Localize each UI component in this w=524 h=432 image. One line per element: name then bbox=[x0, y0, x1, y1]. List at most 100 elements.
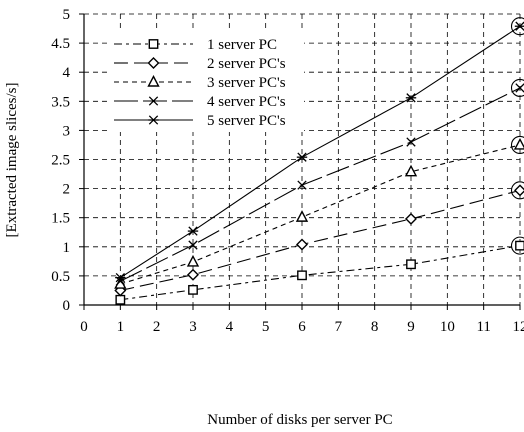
x-tick-label: 7 bbox=[335, 319, 343, 335]
x-tick-label: 5 bbox=[262, 319, 270, 335]
y-tick-label: 4.5 bbox=[51, 36, 70, 52]
x-marker-stroke bbox=[406, 137, 416, 147]
x-tick-label: 1 bbox=[117, 319, 125, 335]
highlight-circle bbox=[510, 181, 524, 200]
x-tick-label: 12 bbox=[513, 319, 524, 335]
data-point bbox=[115, 294, 126, 305]
data-point bbox=[405, 212, 417, 225]
y-tick-label: 1 bbox=[63, 240, 71, 256]
series-line bbox=[120, 189, 521, 291]
series-4 bbox=[115, 78, 524, 286]
legend-label: 3 server PC's bbox=[207, 75, 286, 91]
x-axis-label: Number of disks per server PC bbox=[207, 412, 392, 428]
data-point bbox=[515, 240, 524, 251]
y-tick-label: 3.5 bbox=[51, 94, 70, 110]
diamond-marker bbox=[514, 184, 524, 197]
data-point bbox=[406, 137, 416, 147]
series-5 bbox=[115, 17, 524, 283]
legend-label: 1 server PC bbox=[207, 37, 277, 53]
x-tick-label: 3 bbox=[189, 319, 197, 335]
square-marker bbox=[515, 240, 524, 251]
y-tick-label: 2.5 bbox=[51, 153, 70, 169]
highlight-circle bbox=[510, 135, 524, 154]
axes bbox=[79, 13, 521, 310]
y-axis-label: [Extracted image slices/s] bbox=[4, 83, 20, 238]
x-marker-stroke bbox=[188, 240, 198, 250]
triangle-marker bbox=[513, 137, 524, 150]
y-tick-labels: 0 0.5 1 1.5 2 2.5 3 3.5 4 4.5 5 bbox=[51, 7, 70, 314]
legend-label: 4 server PC's bbox=[207, 94, 286, 110]
x-tick-label: 6 bbox=[298, 319, 306, 335]
diamond-marker bbox=[187, 268, 199, 281]
legend-marker bbox=[147, 57, 160, 69]
data-point bbox=[297, 270, 307, 281]
square-marker bbox=[297, 270, 307, 281]
data-point bbox=[115, 272, 126, 283]
highlight-circle bbox=[510, 236, 524, 255]
data-point bbox=[188, 284, 198, 295]
series-group bbox=[114, 17, 524, 305]
diamond-marker bbox=[405, 212, 417, 225]
x-tick-label: 0 bbox=[80, 319, 88, 335]
data-point bbox=[187, 268, 199, 281]
data-point bbox=[514, 184, 524, 197]
legend-marker bbox=[148, 96, 159, 106]
data-point bbox=[296, 152, 308, 162]
data-point bbox=[405, 93, 417, 103]
y-tick-label: 0 bbox=[63, 298, 71, 314]
diamond-marker bbox=[147, 57, 160, 69]
legend-marker bbox=[148, 115, 159, 125]
data-point bbox=[188, 240, 198, 250]
triangle-marker bbox=[404, 164, 418, 177]
x-tick-label: 11 bbox=[476, 319, 490, 335]
data-point bbox=[404, 164, 418, 177]
square-marker bbox=[188, 284, 198, 295]
x-marker-stroke bbox=[297, 180, 307, 190]
legend-entry: 5 server PC's bbox=[114, 113, 286, 129]
data-point bbox=[187, 226, 199, 236]
diamond-marker bbox=[296, 238, 308, 251]
x-tick-labels: 0 1 2 3 4 5 6 7 8 9 10 11 12 bbox=[80, 319, 524, 335]
y-tick-label: 3 bbox=[63, 123, 71, 139]
square-marker bbox=[406, 259, 416, 270]
legend-entry: 2 server PC's bbox=[114, 56, 286, 72]
series-1 bbox=[115, 236, 524, 305]
legend-background bbox=[108, 30, 304, 132]
x-marker-stroke bbox=[515, 83, 524, 93]
highlight-circle bbox=[510, 17, 524, 36]
y-tick-label: 4 bbox=[63, 65, 71, 81]
triangle-marker bbox=[147, 74, 160, 87]
legend-entry: 1 server PC bbox=[114, 37, 277, 53]
legend-label: 2 server PC's bbox=[207, 56, 286, 72]
x-tick-label: 9 bbox=[407, 319, 415, 335]
x-marker-stroke bbox=[115, 276, 125, 286]
data-point bbox=[295, 210, 309, 222]
y-tick-label: 1.5 bbox=[51, 211, 70, 227]
data-point bbox=[297, 180, 307, 190]
legend-marker bbox=[147, 74, 160, 87]
data-point bbox=[514, 21, 524, 31]
triangle-marker bbox=[186, 254, 200, 267]
series-2 bbox=[114, 181, 524, 297]
data-point bbox=[115, 276, 125, 286]
x-marker-stroke bbox=[148, 96, 159, 106]
data-point bbox=[513, 137, 524, 150]
y-tick-label: 5 bbox=[63, 7, 71, 23]
data-point bbox=[406, 259, 416, 270]
data-point bbox=[296, 238, 308, 251]
square-marker bbox=[148, 39, 159, 49]
square-marker bbox=[115, 294, 126, 305]
series-line bbox=[120, 245, 521, 301]
data-point bbox=[515, 83, 524, 93]
highlight-circle bbox=[510, 78, 524, 97]
y-tick-label: 2 bbox=[63, 182, 71, 198]
y-tick-label: 0.5 bbox=[51, 269, 70, 285]
legend-entry: 3 server PC's bbox=[114, 74, 286, 91]
data-point bbox=[186, 254, 200, 267]
x-tick-label: 8 bbox=[371, 319, 379, 335]
legend-label: 5 server PC's bbox=[207, 113, 286, 129]
x-tick-label: 2 bbox=[153, 319, 161, 335]
legend: 1 server PC 2 server PC's 3 server PC's 4 s… bbox=[108, 30, 304, 132]
x-tick-label: 10 bbox=[440, 319, 455, 335]
